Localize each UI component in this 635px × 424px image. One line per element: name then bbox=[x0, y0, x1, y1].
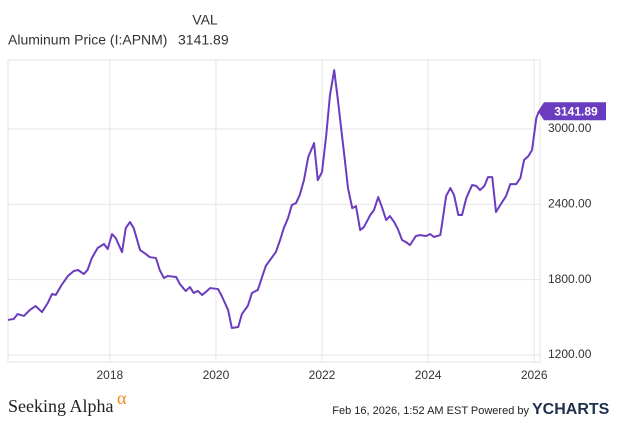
source-logo: YCHARTS bbox=[532, 401, 610, 418]
x-tick-label: 2026 bbox=[521, 368, 548, 382]
brand: Seeking Alpha bbox=[8, 396, 114, 416]
brand-symbol: α bbox=[117, 388, 127, 408]
x-tick-label: 2018 bbox=[96, 368, 123, 382]
plot-border bbox=[7, 59, 541, 363]
x-tick-label: 2024 bbox=[415, 368, 442, 382]
timestamp: Feb 16, 2026, 1:52 AM EST Powered by bbox=[332, 405, 529, 417]
price-line bbox=[7, 69, 540, 329]
y-tick-label: 2400.00 bbox=[548, 197, 592, 211]
legend-value: 3141.89 bbox=[178, 32, 229, 48]
last-value-label: 3141.89 bbox=[554, 104, 598, 118]
y-tick-label: 3000.00 bbox=[548, 121, 592, 135]
y-tick-label: 1200.00 bbox=[548, 347, 592, 361]
last-value-tag bbox=[538, 102, 606, 121]
legend-label: Aluminum Price (I:APNM) bbox=[8, 32, 167, 48]
x-tick-label: 2020 bbox=[203, 368, 230, 382]
x-tick-label: 2022 bbox=[309, 368, 336, 382]
value-header: VAL bbox=[192, 12, 218, 28]
y-tick-label: 1800.00 bbox=[548, 272, 592, 286]
